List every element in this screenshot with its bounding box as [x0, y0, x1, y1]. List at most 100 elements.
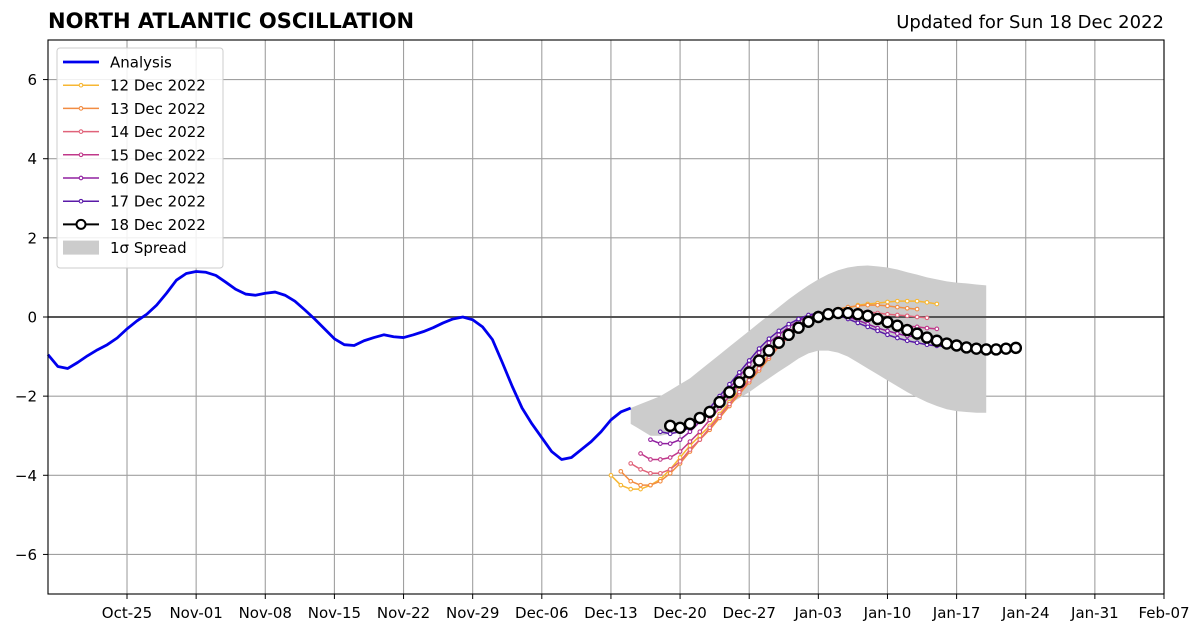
legend-marker — [75, 218, 87, 230]
forecast-point — [667, 441, 673, 446]
legend-box — [56, 47, 224, 269]
forecast-point — [723, 385, 736, 399]
forecast-point — [657, 441, 663, 446]
forecast-point — [885, 328, 890, 334]
forecast-point — [707, 425, 713, 431]
x-tick-label: Feb-07 — [1138, 604, 1189, 622]
forecast-point — [628, 461, 634, 466]
legend-marker — [78, 106, 84, 111]
forecast-point — [687, 447, 693, 452]
forecast-point — [618, 468, 624, 474]
forecast-point — [999, 342, 1013, 355]
legend-item: 1σ Spread — [63, 239, 187, 257]
forecast-point — [924, 315, 930, 321]
legend-label: 13 Dec 2022 — [110, 100, 206, 118]
updated-date: Updated for Sun 18 Dec 2022 — [896, 12, 1164, 33]
forecast-point — [648, 437, 653, 443]
forecast-point — [638, 451, 643, 456]
x-tick-label: Nov-29 — [446, 604, 499, 622]
forecast-point — [673, 421, 687, 434]
x-tick-label: Jan-17 — [932, 604, 981, 622]
forecast-point — [934, 326, 940, 332]
forecast-point — [924, 325, 930, 331]
forecast-point — [687, 443, 693, 448]
forecast-point — [746, 377, 752, 383]
forecast-point — [914, 298, 920, 304]
forecast-point — [881, 315, 894, 329]
forecast-point — [657, 478, 663, 484]
forecast-point — [885, 299, 890, 305]
forecast-point — [628, 486, 634, 492]
y-axis: −6 −4 −2 0 2 4 6 — [15, 71, 48, 564]
y-tick-label: −6 — [15, 546, 37, 564]
forecast-point — [772, 336, 786, 349]
forecast-point — [914, 340, 920, 346]
x-tick-label: Jan-03 — [794, 604, 843, 622]
forecast-point — [875, 302, 880, 308]
legend-marker — [78, 129, 84, 134]
forecast-point — [707, 417, 713, 423]
forecast-point — [677, 455, 683, 460]
forecast-point — [657, 470, 663, 476]
forecast-point — [901, 323, 914, 337]
forecast-point — [812, 310, 825, 324]
forecast-point — [940, 337, 953, 350]
forecast-point — [894, 304, 900, 310]
forecast-point — [865, 324, 871, 330]
x-tick-label: Nov-08 — [239, 604, 292, 622]
forecast-point — [648, 482, 653, 488]
forecast-point — [894, 335, 900, 341]
forecast-point — [667, 470, 673, 476]
legend-label: 17 Dec 2022 — [110, 193, 206, 211]
forecast-point — [910, 327, 924, 340]
forecast-point — [677, 459, 683, 464]
forecast-point — [950, 339, 963, 352]
forecast-point — [667, 467, 673, 472]
legend-label: 1σ Spread — [110, 239, 187, 257]
legend-label: Analysis — [110, 54, 172, 72]
legend-item: 14 Dec 2022 — [63, 123, 206, 141]
legend-label: 18 Dec 2022 — [110, 216, 206, 234]
forecast-point — [756, 366, 762, 371]
forecast-point — [766, 336, 772, 342]
forecast-point — [638, 467, 643, 472]
forecast-point — [766, 340, 772, 346]
forecast-point — [736, 389, 742, 395]
y-tick-label: −4 — [15, 467, 37, 485]
forecast-point — [894, 312, 900, 318]
legend-marker — [78, 175, 84, 181]
forecast-point — [796, 316, 801, 322]
forecast-point — [608, 472, 614, 478]
legend-item: Analysis — [63, 54, 172, 72]
forecast-point — [697, 433, 703, 439]
analysis-layer — [46, 270, 632, 461]
forecast-point — [618, 482, 624, 488]
forecast-point — [727, 381, 732, 387]
x-tick-label: Nov-01 — [169, 604, 222, 622]
forecast-point — [743, 366, 756, 379]
y-tick-label: 4 — [27, 150, 37, 168]
forecast-point — [638, 482, 643, 488]
forecast-point — [628, 478, 634, 484]
legend: Analysis 12 Dec 2022 13 Dec 2022 14 Dec 202… — [56, 47, 224, 269]
forecast-point — [980, 343, 993, 356]
forecast-point — [904, 338, 910, 344]
forecast-point — [683, 417, 697, 431]
y-tick-label: −2 — [15, 388, 37, 406]
legend-swatch — [63, 240, 99, 255]
forecast-point — [776, 332, 782, 338]
chart-title: NORTH ATLANTIC OSCILLATION — [48, 9, 415, 33]
forecast-point — [657, 429, 663, 435]
forecast-point — [752, 354, 766, 367]
forecast-point — [648, 470, 653, 476]
forecast-point — [904, 313, 910, 319]
legend-label: 12 Dec 2022 — [110, 77, 206, 95]
forecast-point — [746, 358, 752, 363]
forecast-point — [904, 305, 910, 311]
y-tick-label: 0 — [27, 309, 37, 327]
forecast-point — [727, 401, 732, 407]
forecast-point — [989, 343, 1003, 356]
x-tick-label: Dec-13 — [584, 604, 638, 622]
forecast-point — [822, 308, 835, 321]
x-tick-label: Nov-15 — [308, 604, 361, 622]
